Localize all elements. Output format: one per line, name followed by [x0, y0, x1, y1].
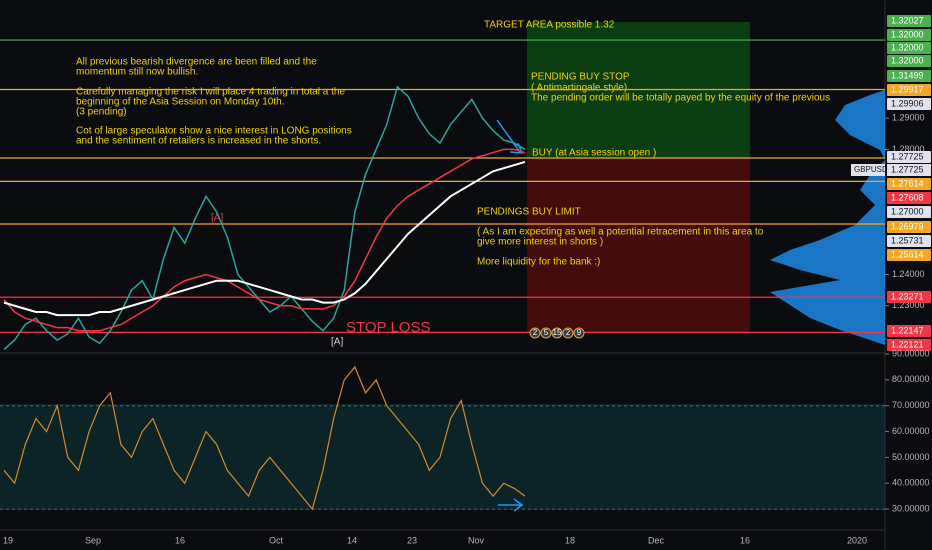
- rsi-line: [3, 365, 526, 511]
- event-badge: [573, 327, 585, 339]
- price-label: 1.29906: [891, 98, 924, 108]
- price-label: 1.32027: [891, 15, 924, 25]
- x-tick-label: 14: [347, 535, 357, 545]
- price-label-bg: [887, 221, 931, 233]
- buy-label: BUY (at Asia session open ): [532, 148, 656, 159]
- price-label: 1.32000: [891, 42, 924, 52]
- event-label: 5: [544, 328, 549, 337]
- rsi-tick-label: 90.00000: [892, 348, 930, 358]
- price-label: 1.29917: [891, 84, 924, 94]
- note-line: (3 pending): [76, 107, 127, 118]
- price-label-bg: [887, 178, 931, 190]
- event-label: 15: [553, 328, 562, 337]
- price-label: 1.25731: [891, 235, 924, 245]
- x-tick-label: 16: [175, 535, 185, 545]
- price-label-bg: [887, 291, 931, 303]
- price-label-bg: [887, 151, 931, 163]
- volume-profile: [770, 90, 885, 345]
- rsi-tick-label: 60.00000: [892, 426, 930, 436]
- price-label: 1.27725: [891, 151, 924, 161]
- event-label: 2: [533, 328, 538, 337]
- last-price: 1.27725: [891, 164, 924, 174]
- y-tick-label: 1.29000: [892, 113, 925, 123]
- rsi-tick-label: 70.00000: [892, 400, 930, 410]
- x-tick-label: Nov: [468, 535, 485, 545]
- note-line: momentum still now bullish.: [76, 67, 198, 78]
- rsi-tick-label: 50.00000: [892, 452, 930, 462]
- x-tick-label: Sep: [85, 535, 101, 545]
- price-label: 1.32000: [891, 29, 924, 39]
- symbol-tag-bg: [851, 164, 885, 176]
- note-line: Carefully managing the risk I will place…: [76, 87, 345, 98]
- x-tick-label: Oct: [269, 535, 284, 545]
- price-label: 1.26979: [891, 221, 924, 231]
- event-badge: [551, 327, 563, 339]
- note-line: All previous bearish divergence are been…: [76, 57, 317, 68]
- event-badge: [562, 327, 574, 339]
- x-tick-label: 23: [407, 535, 417, 545]
- price-label-bg: [887, 249, 931, 261]
- price-label-bg: [887, 98, 931, 110]
- price-label: 1.22147: [891, 325, 924, 335]
- price-label-bg: [887, 325, 931, 337]
- x-tick-label: Dec: [648, 535, 665, 545]
- pending-stop: PENDING BUY STOP: [531, 72, 630, 83]
- last-price-bg: [887, 164, 931, 176]
- marker: [A]: [211, 213, 223, 224]
- event-label: 9: [577, 328, 582, 337]
- price-label: 1.25614: [891, 249, 924, 259]
- note-line: and the sentiment of retailers is increa…: [76, 136, 321, 147]
- event-label: 2: [566, 328, 571, 337]
- pending-limit: PENDINGS BUY LIMIT: [477, 207, 581, 218]
- price-label: 1.27000: [891, 206, 924, 216]
- arrow: [496, 119, 521, 153]
- rsi-tick-label: 30.00000: [892, 503, 930, 513]
- price-label: 1.27614: [891, 178, 924, 188]
- x-tick-label: 19: [3, 535, 13, 545]
- price-label-bg: [887, 55, 931, 67]
- x-tick-label: 18: [565, 535, 575, 545]
- marker: [A]: [331, 337, 343, 348]
- pending-limit: More liquidity for the bank :): [477, 257, 600, 268]
- x-tick-label: 16: [740, 535, 750, 545]
- price-label-bg: [887, 192, 931, 204]
- moving-average: [3, 160, 526, 317]
- price-label: 1.31499: [891, 70, 924, 80]
- risk-box: [527, 158, 750, 332]
- price-label-bg: [887, 15, 931, 27]
- symbol-tag: GBPUSD: [854, 165, 888, 174]
- price-label: 1.23271: [891, 291, 924, 301]
- rsi-band: [0, 404, 885, 510]
- x-tick-label: 2020: [847, 535, 867, 545]
- price-label-bg: [887, 70, 931, 82]
- notes: All previous bearish divergence are been…: [76, 57, 352, 147]
- pending-stop: The pending order will be totally payed …: [531, 93, 830, 104]
- price-label-bg: [887, 29, 931, 41]
- price-line: [3, 85, 526, 351]
- price-label: 1.32000: [891, 55, 924, 65]
- y-tick-label: 1.23000: [892, 300, 925, 310]
- note-line: beginning of the Asia Session on Monday …: [76, 97, 284, 108]
- pending-stop: ( Antimartingale style): [531, 83, 627, 94]
- rsi-tick-label: 40.00000: [892, 478, 930, 488]
- moving-average: [3, 148, 526, 332]
- event-badge: [529, 327, 541, 339]
- target-label: TARGET AREA possible 1.32: [484, 20, 615, 31]
- price-label-bg: [887, 84, 931, 96]
- price-label-bg: [887, 339, 931, 351]
- price-label-bg: [887, 42, 931, 54]
- price-label-bg: [887, 235, 931, 247]
- pending-limit: give more interest in shorts ): [477, 237, 603, 248]
- rsi-tick-label: 80.00000: [892, 374, 930, 384]
- y-tick-label: 1.28000: [892, 144, 925, 154]
- y-tick-label: 1.24000: [892, 269, 925, 279]
- price-label-bg: [887, 206, 931, 218]
- pending-limit: ( As I am expecting as well a potential …: [477, 227, 764, 238]
- price-label: 1.27608: [891, 192, 924, 202]
- price-label: 1.22121: [891, 339, 924, 349]
- stop-loss-label: STOP LOSS: [346, 319, 431, 336]
- note-line: Cot of large speculator show a nice inte…: [76, 126, 352, 137]
- event-badge: [540, 327, 552, 339]
